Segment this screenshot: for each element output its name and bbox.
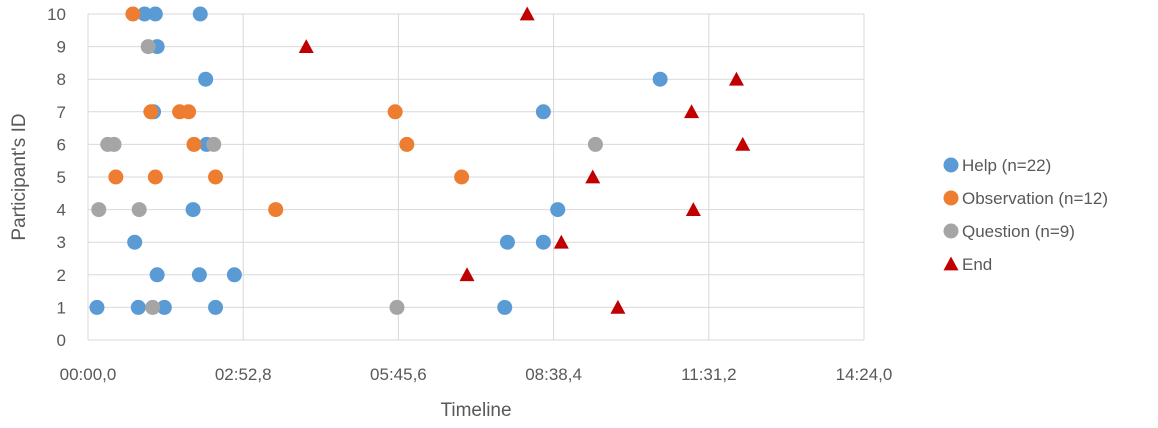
end-marker	[685, 202, 701, 216]
y-tick-label: 7	[57, 103, 66, 122]
end-marker	[459, 267, 475, 282]
series-3-point	[389, 299, 405, 315]
end-marker	[553, 234, 569, 249]
series-2-point	[108, 169, 124, 185]
series-2-point	[454, 169, 470, 185]
x-tick-label: 14:24,0	[836, 365, 893, 384]
series-1-point	[535, 234, 551, 250]
y-tick-label: 4	[57, 201, 66, 220]
series-3-point	[140, 39, 156, 55]
series-1-point	[89, 299, 105, 315]
x-tick-label: 00:00,0	[60, 365, 117, 384]
y-axis-title: Participant's ID	[9, 113, 30, 240]
x-tick-label: 02:52,8	[215, 365, 272, 384]
series-1-point	[147, 6, 163, 22]
data-marks	[89, 6, 751, 315]
series-1-point	[185, 202, 201, 218]
y-tick-label: 3	[57, 233, 66, 252]
y-tick-label: 10	[47, 5, 66, 24]
series-2-point	[186, 136, 202, 152]
series-1-point	[499, 234, 515, 250]
x-axis-title: Timeline	[440, 400, 511, 421]
y-tick-label: 5	[57, 168, 66, 187]
series-1-point	[226, 267, 242, 283]
series-2-point	[399, 136, 415, 152]
y-tick-label: 1	[57, 298, 66, 317]
series-3-point	[131, 202, 147, 218]
series-2-point	[181, 104, 197, 120]
end-marker	[298, 39, 314, 53]
series-1-point	[156, 299, 172, 315]
y-tick-label: 8	[57, 70, 66, 89]
end-marker	[735, 136, 751, 151]
series-1-point	[191, 267, 207, 283]
series-1-point	[130, 299, 146, 315]
series-1-point	[535, 104, 551, 120]
series-1-point	[497, 299, 513, 315]
series-3-point	[206, 136, 222, 152]
series-1-point	[192, 6, 208, 22]
series-1-point	[208, 299, 224, 315]
axis-labels: 0 1 2 3 4 5 6 7 8 9 10 00:00,0 02:52,8 05:45,6 08:38,4…	[47, 5, 892, 384]
series-3-point	[91, 202, 107, 218]
x-tick-label: 05:45,6	[370, 365, 427, 384]
legend-label: Observation (n=12)	[962, 189, 1108, 208]
series-2-point	[387, 104, 403, 120]
series-2-point	[143, 104, 159, 120]
legend-marker	[943, 190, 959, 206]
y-tick-label: 6	[57, 135, 66, 154]
end-marker	[728, 71, 744, 86]
series-1-point	[137, 6, 153, 22]
legend-marker	[943, 256, 959, 271]
legend-marker	[943, 157, 959, 173]
end-marker	[519, 6, 535, 21]
series-3-point	[145, 299, 161, 315]
series-2-point	[125, 6, 141, 22]
grid-lines	[87, 13, 865, 341]
legend-marker	[943, 223, 959, 239]
end-marker	[610, 299, 626, 314]
series-2-point	[268, 202, 284, 218]
end-marker	[585, 169, 601, 184]
series-2-point	[208, 169, 224, 185]
end-marker	[684, 104, 700, 119]
series-1-point	[127, 234, 143, 250]
series-1-point	[149, 267, 165, 283]
legend-label: Help (n=22)	[962, 156, 1051, 175]
legend-label: Question (n=9)	[962, 222, 1075, 241]
legend: Help (n=22) Observation (n=12) Question (n…	[943, 156, 1108, 274]
legend-label: End	[962, 255, 992, 274]
y-tick-label: 2	[57, 266, 66, 285]
y-tick-label: 0	[57, 331, 66, 350]
series-3-point	[587, 136, 603, 152]
series-1-point	[652, 71, 668, 87]
x-tick-label: 11:31,2	[681, 365, 736, 384]
series-1-point	[198, 71, 214, 87]
x-tick-label: 08:38,4	[525, 365, 582, 384]
y-tick-label: 9	[57, 38, 66, 57]
series-1-point	[550, 202, 566, 218]
series-2-point	[147, 169, 163, 185]
series-3-point	[106, 136, 122, 152]
